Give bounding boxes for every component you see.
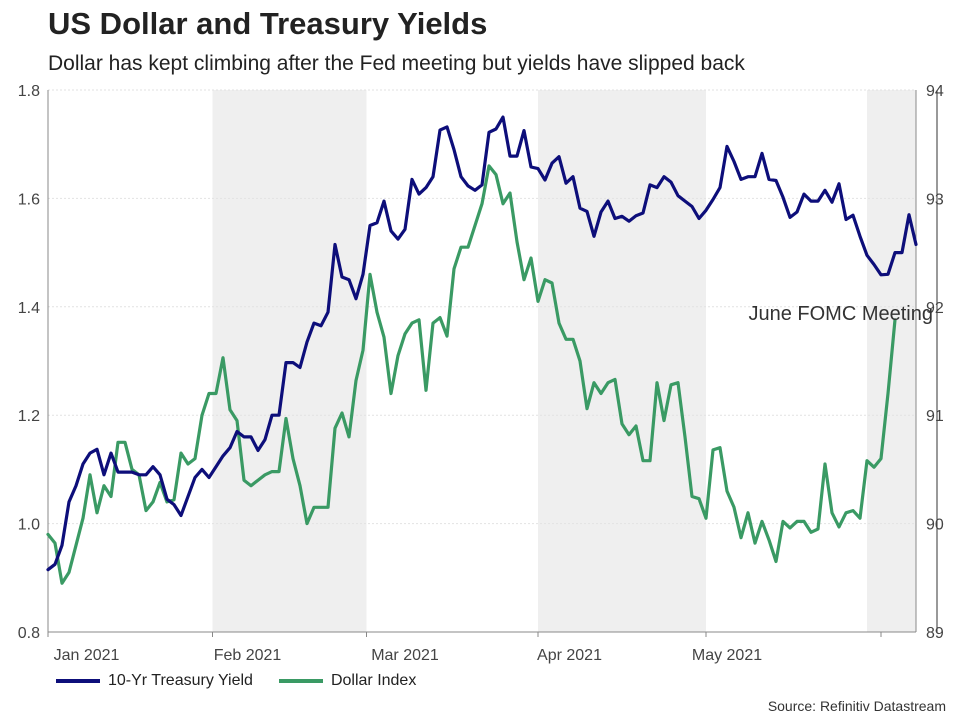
- y-right-tick-label-5: 94: [926, 83, 944, 100]
- y-right-tick-label-2: 91: [926, 408, 944, 425]
- legend-swatch-dollar: [278, 679, 323, 683]
- y-right-tick-label-1: 90: [926, 517, 944, 534]
- series-line-dollar: [46, 164, 897, 585]
- y-right-tick-label-3: 92: [926, 300, 944, 317]
- y-left-tick-label-5: 1.8: [18, 83, 40, 100]
- series-line-yield: [46, 115, 918, 572]
- x-tick-label-4: May 2021: [692, 647, 762, 664]
- x-tick-label-1: Feb 2021: [214, 647, 282, 664]
- legend-item-dollar: Dollar Index: [278, 672, 417, 690]
- source-note: Source: Refinitiv Datastream: [767, 698, 946, 714]
- chart-title: US Dollar and Treasury Yields: [48, 6, 488, 41]
- chart-subtitle: Dollar has kept climbing after the Fed m…: [48, 52, 745, 75]
- x-tick-label-0: Jan 2021: [54, 647, 120, 664]
- legend-item-yield: 10-Yr Treasury Yield: [56, 672, 253, 690]
- x-tick-label-2: Mar 2021: [371, 647, 439, 664]
- y-left-tick-label-2: 1.2: [18, 408, 40, 425]
- legend-swatch-yield: [56, 679, 100, 683]
- x-tick-label-3: Apr 2021: [537, 647, 602, 664]
- legend-label-dollar: Dollar Index: [330, 672, 417, 689]
- y-right-tick-label-0: 89: [926, 625, 944, 642]
- y-left-tick-label-0: 0.8: [18, 625, 40, 642]
- y-left-tick-label-3: 1.4: [18, 300, 40, 317]
- legend-label-yield: 10-Yr Treasury Yield: [108, 672, 253, 689]
- fomc-annotation-label: June FOMC Meeting: [748, 303, 933, 325]
- y-left-tick-label-1: 1.0: [18, 517, 40, 534]
- chart-legend: 10-Yr Treasury Yield Dollar Index: [56, 672, 416, 690]
- y-left-tick-label-4: 1.6: [18, 191, 40, 208]
- y-right-tick-label-4: 93: [926, 191, 944, 208]
